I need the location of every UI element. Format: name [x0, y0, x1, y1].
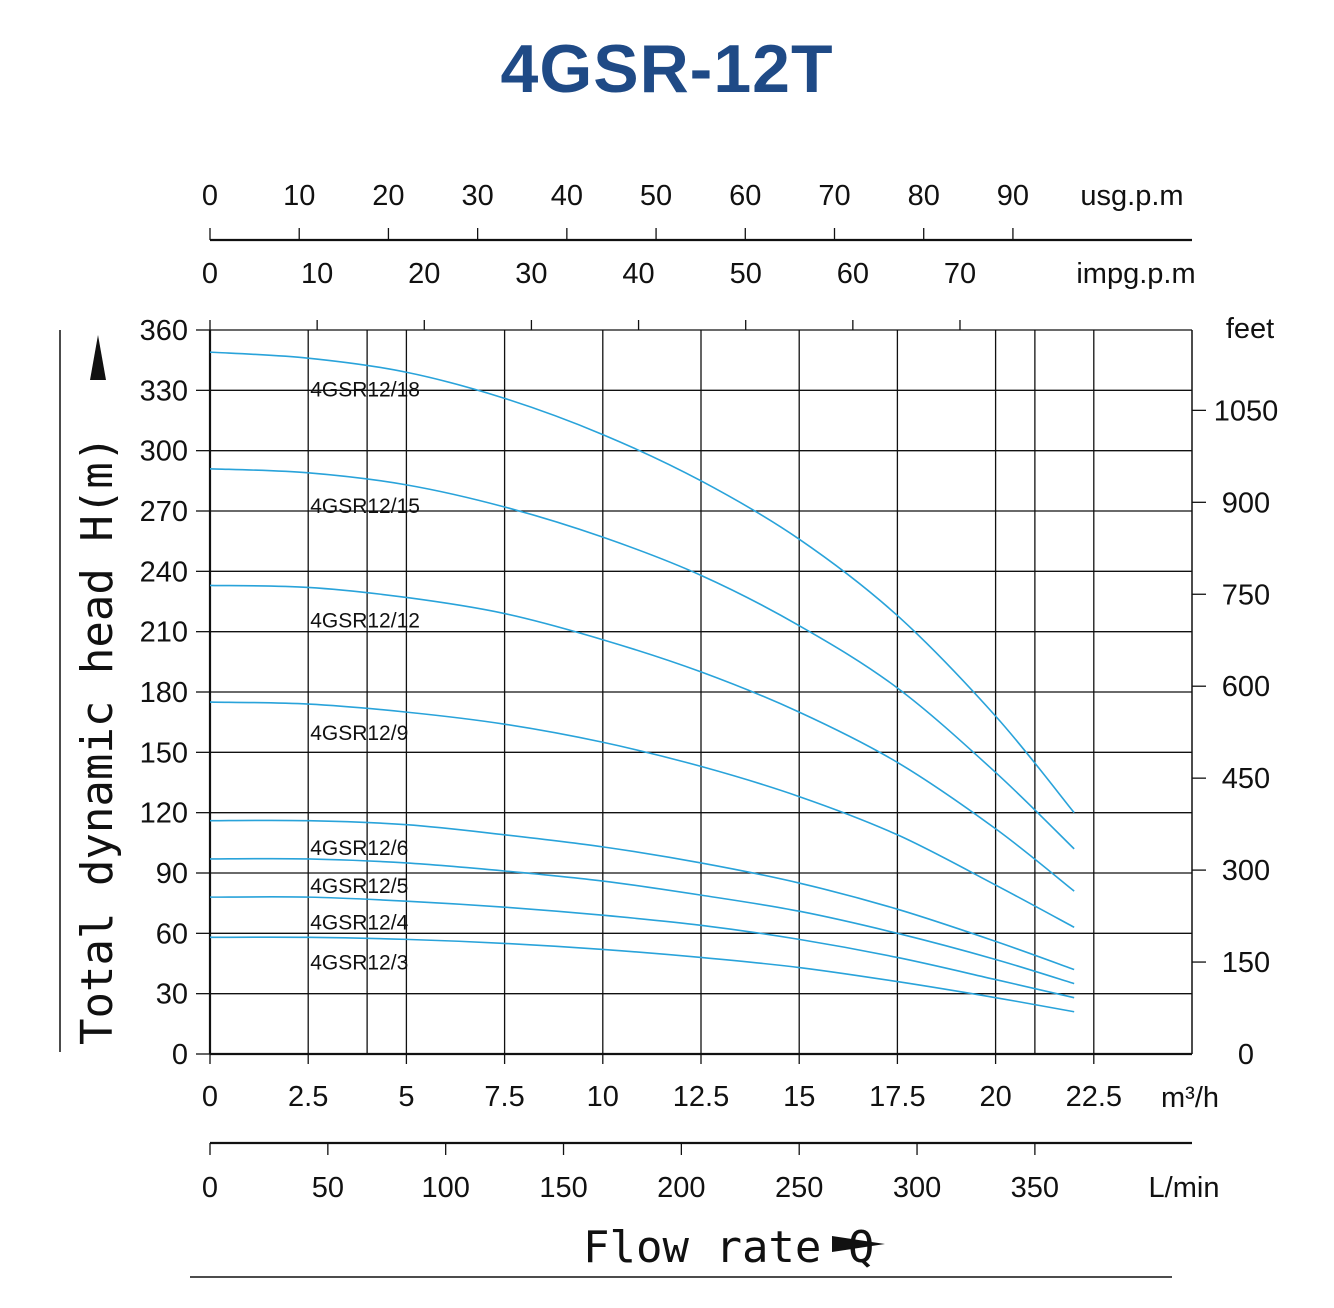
impgpm-tick-label: 30	[515, 258, 547, 290]
y-tick-label: 210	[140, 617, 188, 649]
lmin-tick-label: 100	[421, 1172, 469, 1204]
y-tick-label: 60	[156, 918, 188, 950]
feet-tick-label: 150	[1222, 947, 1270, 979]
curve-label: 4GSR12/3	[310, 951, 408, 974]
y-tick-label: 330	[140, 375, 188, 407]
lmin-tick-label: 150	[539, 1172, 587, 1204]
usgpm-tick-label: 40	[551, 180, 583, 212]
curve-label: 4GSR12/9	[310, 722, 408, 745]
x-tick-label: 17.5	[869, 1081, 925, 1113]
performance-curves	[209, 351, 1075, 1013]
lmin-tick-label: 200	[657, 1172, 705, 1204]
y-arrow-icon	[90, 335, 106, 380]
curve-labels: 4GSR12/18 4GSR12/15 4GSR12/12 4GSR12/9 4GSR1…	[310, 378, 420, 974]
lmin-unit-label: L/min	[1149, 1172, 1220, 1204]
curve-label: 4GSR12/5	[310, 875, 408, 898]
feet-tick-label: 750	[1222, 579, 1270, 611]
usgpm-tick-label: 70	[818, 180, 850, 212]
usgpm-tick-label: 20	[372, 180, 404, 212]
x-tick-label: 20	[979, 1081, 1011, 1113]
feet-tick-label: 600	[1222, 671, 1270, 703]
x-tick-label: 22.5	[1066, 1081, 1122, 1113]
usgpm-tick-label: 80	[908, 180, 940, 212]
x-tick-label: 7.5	[484, 1081, 524, 1113]
feet-tick-label: 1050	[1214, 395, 1279, 427]
y-tick-label: 30	[156, 979, 188, 1011]
y-tick-label: 150	[140, 737, 188, 769]
x-tick-label: 2.5	[288, 1081, 328, 1113]
curve-4GSR12-18	[209, 351, 1075, 814]
y-tick-label: 0	[172, 1039, 188, 1071]
feet-unit-label: feet	[1226, 313, 1274, 345]
x-tick-label: 12.5	[673, 1081, 729, 1113]
usgpm-tick-label: 0	[202, 180, 218, 212]
lmin-tick-label: 0	[202, 1172, 218, 1204]
grid-lines	[208, 329, 1193, 1056]
y-axis-title-group: Total dynamic head H(m)	[59, 330, 123, 1052]
x-axis-title-group: Flow rate Q	[190, 1222, 1172, 1278]
curve-4GSR12-4	[209, 896, 1075, 999]
x-arrow-icon	[832, 1236, 885, 1252]
impgpm-tick-label: 0	[202, 258, 218, 290]
y-tick-label: 120	[140, 798, 188, 830]
usgpm-tick-label: 30	[462, 180, 494, 212]
curve-4GSR12-15	[209, 467, 1075, 850]
x-axis-title: Flow rate Q	[583, 1222, 874, 1273]
lmin-tick-label: 50	[312, 1172, 344, 1204]
x-tick-label: 10	[587, 1081, 619, 1113]
lmin-tick-label: 300	[893, 1172, 941, 1204]
curve-label: 4GSR12/15	[310, 495, 420, 518]
usgpm-tick-label: 60	[729, 180, 761, 212]
x-tick-label: 15	[783, 1081, 815, 1113]
y-tick-label: 240	[140, 556, 188, 588]
y-tick-label: 270	[140, 496, 188, 528]
x-tick-label: 5	[398, 1081, 414, 1113]
chart-title: 4GSR-12T	[500, 31, 834, 107]
y-tick-label: 300	[140, 436, 188, 468]
impgpm-tick-label: 60	[837, 258, 869, 290]
usgpm-tick-label: 90	[997, 180, 1029, 212]
lmin-tick-label: 250	[775, 1172, 823, 1204]
impgpm-unit-label: impg.p.m	[1076, 258, 1195, 290]
curve-4GSR12-9	[209, 701, 1075, 929]
usgpm-tick-label: 50	[640, 180, 672, 212]
feet-tick-label: 0	[1238, 1039, 1254, 1071]
y-tick-label: 180	[140, 677, 188, 709]
curve-4GSR12-3	[209, 936, 1075, 1013]
curve-4GSR12-5	[209, 857, 1075, 985]
impgpm-tick-label: 10	[301, 258, 333, 290]
lmin-tick-label: 350	[1011, 1172, 1059, 1204]
x-tick-label: 0	[202, 1081, 218, 1113]
curve-label: 4GSR12/4	[310, 911, 408, 934]
impgpm-tick-label: 40	[622, 258, 654, 290]
y-tick-label: 90	[156, 858, 188, 890]
impgpm-tick-label: 70	[944, 258, 976, 290]
feet-tick-label: 300	[1222, 855, 1270, 887]
impgpm-tick-label: 50	[730, 258, 762, 290]
usgpm-tick-label: 10	[283, 180, 315, 212]
y-axis-title: Total dynamic head H(m)	[72, 436, 123, 1045]
feet-tick-label: 900	[1222, 487, 1270, 519]
y-tick-label: 360	[140, 315, 188, 347]
impgpm-tick-label: 20	[408, 258, 440, 290]
feet-tick-label: 450	[1222, 763, 1270, 795]
x-unit-label: m³/h	[1161, 1082, 1219, 1114]
usgpm-unit-label: usg.p.m	[1080, 180, 1183, 212]
curve-label: 4GSR12/12	[310, 610, 420, 633]
curve-4GSR12-6	[209, 819, 1075, 971]
curve-4GSR12-12	[209, 584, 1075, 892]
curve-label: 4GSR12/6	[310, 837, 408, 860]
curve-label: 4GSR12/18	[310, 378, 420, 401]
